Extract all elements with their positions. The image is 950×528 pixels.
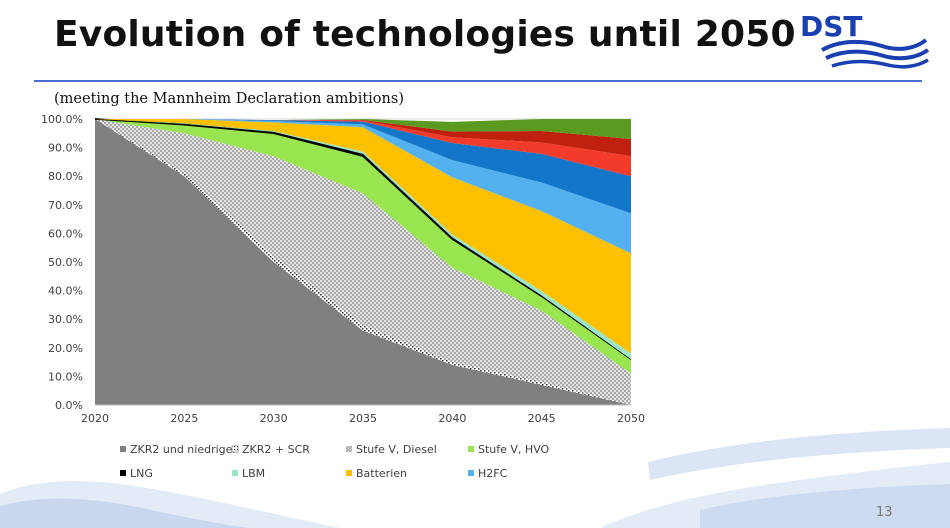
legend-swatch — [232, 470, 238, 476]
area-stufe-v-hvo — [95, 119, 631, 374]
y-tick-label: 70.0% — [48, 199, 83, 212]
area-h2fc — [95, 119, 631, 254]
dst-logo: DST — [800, 10, 930, 72]
area-zkr2-und-niedriger — [95, 119, 631, 405]
x-tick-label: 2020 — [81, 412, 109, 425]
x-tick-label: 2045 — [528, 412, 556, 425]
y-tick-label: 80.0% — [48, 170, 83, 183]
x-tick-label: 2025 — [170, 412, 198, 425]
legend-label: H2FC — [478, 467, 508, 480]
slide-title: Evolution of technologies until 2050 — [54, 14, 796, 55]
y-tick-label: 60.0% — [48, 227, 83, 240]
area-meohfc — [95, 119, 631, 177]
y-tick-label: 90.0% — [48, 142, 83, 155]
area-nh3 — [95, 119, 631, 140]
legend-label: LNG — [130, 467, 153, 480]
legend-label: Batterien — [356, 467, 407, 480]
logo-waves-icon — [821, 38, 930, 69]
legend-swatch — [120, 446, 126, 452]
area-batterien — [95, 119, 631, 354]
x-tick-label: 2035 — [349, 412, 377, 425]
axes: 0.0% 10.0% 20.0% 30.0% 40.0% 50.0% 60.0% 70.0% 8… — [41, 113, 645, 425]
legend-swatch — [120, 470, 126, 476]
legend-label: ZKR2 und niedriger — [130, 443, 237, 456]
x-tick-label: 2030 — [260, 412, 288, 425]
y-tick-label: 100.0% — [41, 113, 83, 126]
area-series — [94, 118, 632, 405]
dst-logo-text: DST — [800, 10, 863, 43]
x-tick-label: 2050 — [617, 412, 645, 425]
legend-label: LBM — [242, 467, 265, 480]
area-meohice — [95, 119, 631, 157]
page-number: 13 — [876, 505, 893, 520]
area-h2ice — [95, 119, 631, 214]
y-tick-label: 40.0% — [48, 285, 83, 298]
chart-subtitle: (meeting the Mannheim Declaration ambiti… — [54, 91, 404, 107]
y-tick-label: 10.0% — [48, 370, 83, 383]
legend-swatch — [346, 470, 352, 476]
legend-label: ZKR2 + SCR — [242, 443, 310, 456]
legend-swatch — [468, 446, 474, 452]
legend-swatch — [346, 446, 352, 452]
legend-swatch — [468, 470, 474, 476]
y-tick-label: 20.0% — [48, 342, 83, 355]
y-tick-label: 50.0% — [48, 256, 83, 269]
y-tick-label: 0.0% — [55, 399, 83, 412]
title-divider — [34, 80, 922, 82]
y-tick-label: 30.0% — [48, 313, 83, 326]
x-tick-label: 2040 — [438, 412, 466, 425]
legend-swatch — [231, 445, 239, 453]
legend-label: Stufe V, Diesel — [356, 443, 437, 456]
chart-legend: ZKR2 und niedriger ZKR2 + SCR Stufe V, Die… — [120, 443, 550, 480]
legend-label: Stufe V, HVO — [478, 443, 550, 456]
stacked-area-chart: 0.0% 10.0% 20.0% 30.0% 40.0% 50.0% 60.0% 70.0% 8… — [41, 113, 645, 480]
area-stufe-v-diesel — [95, 119, 631, 405]
